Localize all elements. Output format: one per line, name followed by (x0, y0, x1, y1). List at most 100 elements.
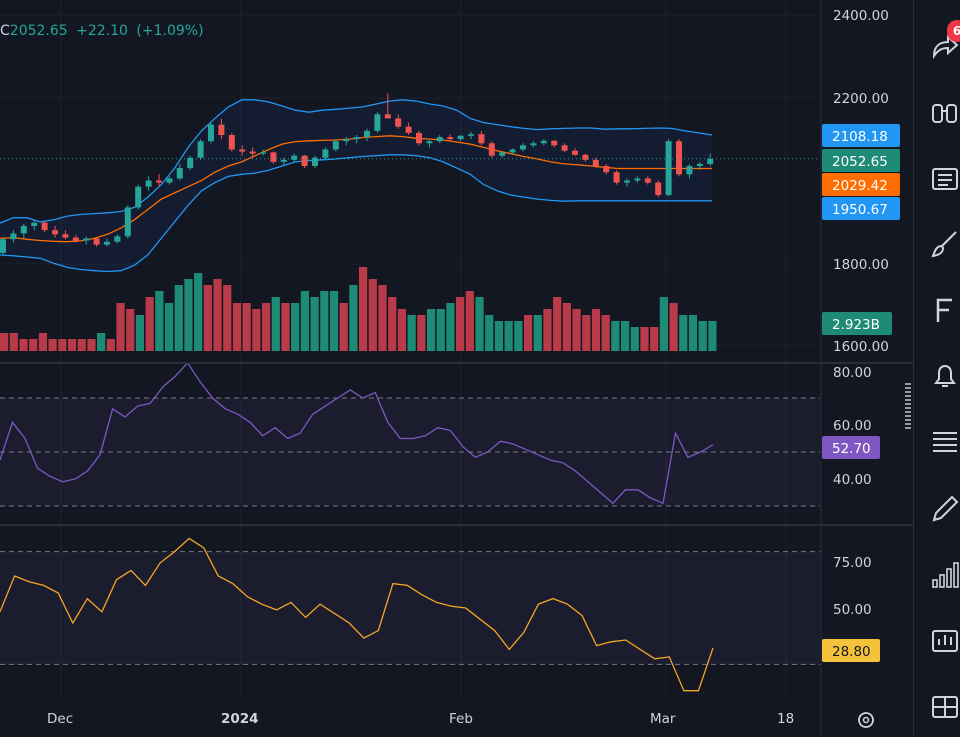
volume-bar (446, 303, 455, 351)
oscillator-pane[interactable] (0, 537, 820, 692)
last-price-label: 2052.65 (832, 154, 888, 170)
x-tick-label: 18 (777, 711, 794, 727)
volume-bar (650, 327, 659, 351)
candle-body (218, 124, 225, 135)
volume-bar (349, 285, 358, 351)
volume-bar (533, 315, 542, 351)
news-icon[interactable] (930, 164, 960, 194)
candle-body (124, 207, 131, 237)
candle-body (520, 145, 526, 150)
volume-bar (126, 309, 135, 351)
share-icon[interactable] (930, 32, 960, 62)
volume-bar (378, 285, 387, 351)
volume-bar (174, 285, 183, 351)
rsi-pane[interactable] (0, 361, 820, 507)
candle-body (686, 166, 693, 175)
pane-resize-handle[interactable] (905, 383, 911, 429)
osc-value-label: 28.80 (832, 644, 871, 660)
legend[interactable]: C2052.65 +22.10 (+1.09%) (0, 23, 204, 39)
candle-body (343, 139, 350, 142)
candle-body (239, 149, 246, 152)
volume-bar (252, 309, 261, 351)
candle-body (551, 140, 558, 146)
osc-label-bg (822, 639, 880, 662)
symbol-fragment: C (0, 23, 10, 39)
bollinger-fill (0, 99, 712, 272)
volume-bar (553, 297, 562, 351)
legend-change: +22.10 (76, 23, 128, 39)
grid-icon[interactable] (930, 692, 960, 722)
candle-body (488, 143, 495, 156)
list-icon[interactable] (930, 427, 960, 457)
pencil-icon[interactable] (930, 494, 960, 524)
price-axis[interactable]: 2400.00 2200.00 1800.00 1600.00 (833, 8, 889, 355)
y-tick-label: 2200.00 (833, 91, 889, 107)
price-pane[interactable] (0, 93, 820, 351)
bb-upper-label: 2108.18 (832, 129, 888, 145)
rsi-tick-label: 60.00 (833, 418, 872, 434)
candle-body (83, 238, 90, 241)
volume-bar (232, 303, 242, 351)
volume-bar (523, 315, 533, 351)
candle-body (509, 149, 516, 153)
bb-lower-label: 1950.67 (832, 202, 888, 218)
candle-body (62, 234, 69, 238)
oscillator-band-background (0, 552, 820, 665)
rsi-axis[interactable]: 80.00 60.00 40.00 52.70 (822, 365, 880, 488)
volume-bar (223, 285, 232, 351)
price-labels: 2108.18 2052.65 2029.42 1950.67 2.923B (822, 124, 900, 335)
volume-label: 2.923B (832, 317, 880, 333)
volume-bar (135, 315, 145, 351)
volume-bar (368, 279, 377, 351)
candle-body (93, 238, 100, 245)
volume-bar (48, 339, 57, 351)
candle-body (280, 159, 287, 162)
candle-body (364, 130, 370, 138)
osc-tick-label: 75.00 (833, 555, 872, 571)
font-icon[interactable] (930, 296, 960, 326)
volume-bar (611, 321, 620, 351)
volume-bar (640, 327, 649, 351)
volume-bar (29, 339, 38, 351)
volume-bar (426, 309, 436, 351)
candle-body (41, 222, 48, 231)
y-tick-label: 1600.00 (833, 339, 889, 355)
candle-body (10, 233, 17, 240)
volume-bar (504, 321, 513, 351)
volume-bar (485, 315, 494, 351)
chart-canvas[interactable]: C2052.65 +22.10 (+1.09%) 2400.00 2200.00… (0, 0, 913, 737)
candle-body (135, 186, 142, 208)
volume-bar (106, 339, 115, 351)
volume-bars (0, 267, 717, 351)
bollinger-lower-line (0, 154, 712, 273)
candle-body (197, 141, 204, 158)
rsi-band-lines (0, 397, 820, 507)
volume-bar (669, 303, 678, 351)
time-axis[interactable]: Dec 2024 Feb Mar 18 (47, 711, 794, 727)
candle-body (613, 172, 620, 183)
binoculars-icon[interactable] (930, 97, 960, 127)
bar-chart-icon[interactable] (930, 560, 960, 590)
candle-body (104, 241, 110, 245)
volume-bar (659, 297, 668, 351)
gear-icon[interactable] (858, 712, 874, 728)
candle-body (436, 137, 443, 142)
signal-icon[interactable] (930, 625, 960, 655)
volume-bar (67, 339, 77, 351)
price-label-bg (822, 149, 900, 172)
alert-bell-icon[interactable] (930, 361, 960, 391)
legend-change-pct: (+1.09%) (136, 23, 203, 39)
y-tick-label: 2400.00 (833, 8, 889, 24)
volume-bar (58, 339, 67, 351)
volume-bar (213, 279, 222, 351)
y-tick-label: 1800.00 (833, 257, 889, 273)
brush-icon[interactable] (930, 229, 960, 259)
candle-body (592, 159, 599, 167)
volume-bar (591, 309, 601, 351)
volume-bar (281, 303, 290, 351)
oscillator-axis[interactable]: 75.00 50.00 28.80 (822, 555, 880, 662)
volume-bar (38, 333, 48, 351)
volume-bar (688, 315, 698, 351)
volume-bar (562, 303, 571, 351)
volume-bar (0, 333, 9, 351)
